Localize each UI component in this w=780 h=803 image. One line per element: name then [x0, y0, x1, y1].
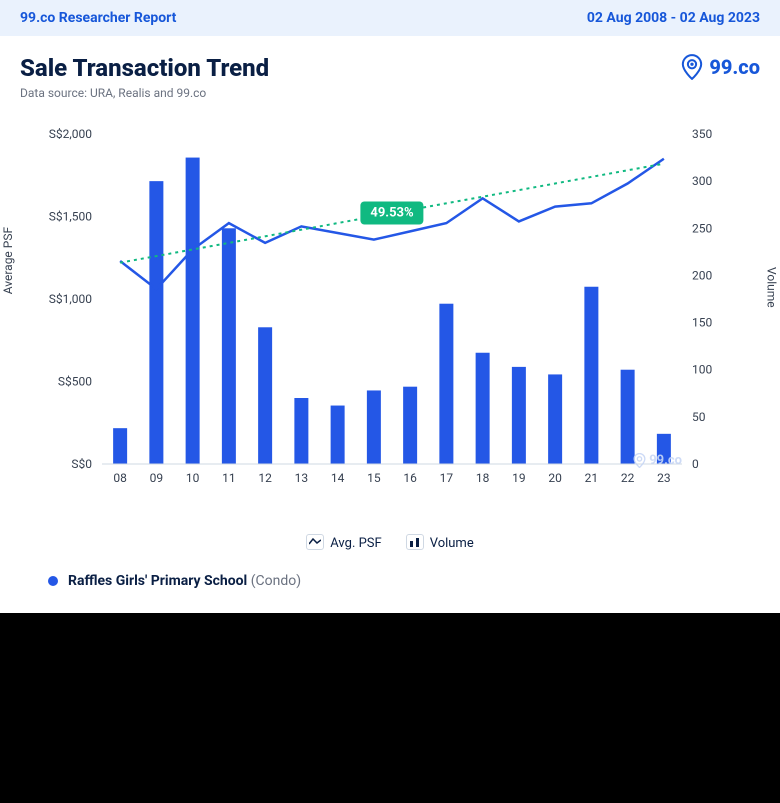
map-pin-icon [681, 54, 703, 80]
chart-watermark: 99.co [633, 453, 682, 468]
svg-text:S$1,000: S$1,000 [49, 292, 92, 306]
svg-text:350: 350 [692, 127, 712, 141]
svg-text:100: 100 [692, 363, 712, 377]
chart-container: Average PSF Volume S$0S$500S$1,000S$1,50… [10, 116, 770, 526]
date-range: 02 Aug 2008 - 02 Aug 2023 [587, 10, 760, 26]
y-axis-left-label: Average PSF [1, 227, 15, 294]
data-source: Data source: URA, Realis and 99.co [20, 86, 269, 100]
series-dot-icon [48, 576, 58, 586]
svg-text:20: 20 [548, 471, 562, 485]
svg-text:300: 300 [692, 174, 712, 188]
page-title: Sale Transaction Trend [20, 54, 269, 82]
svg-text:13: 13 [295, 471, 309, 485]
svg-text:19: 19 [512, 471, 526, 485]
svg-text:17: 17 [440, 471, 454, 485]
svg-text:150: 150 [692, 316, 712, 330]
svg-text:16: 16 [403, 471, 417, 485]
svg-text:15: 15 [367, 471, 381, 485]
svg-text:21: 21 [585, 471, 599, 485]
svg-text:250: 250 [692, 221, 712, 235]
svg-text:22: 22 [621, 471, 635, 485]
svg-text:200: 200 [692, 268, 712, 282]
svg-text:09: 09 [150, 471, 164, 485]
logo-text: 99.co [709, 55, 760, 79]
y-axis-right-label: Volume [765, 267, 779, 308]
report-name: 99.co Researcher Report [20, 10, 176, 26]
svg-text:08: 08 [113, 471, 127, 485]
svg-text:S$500: S$500 [58, 375, 92, 389]
brand-logo: 99.co [681, 54, 760, 80]
chart-legend: Avg. PSF Volume [0, 526, 780, 567]
footer-black-area [0, 613, 780, 803]
legend-volume: Volume [406, 534, 474, 551]
svg-text:50: 50 [692, 410, 706, 424]
map-pin-icon [633, 453, 646, 468]
top-bar: 99.co Researcher Report 02 Aug 2008 - 02… [0, 0, 780, 36]
svg-text:S$2,000: S$2,000 [49, 127, 92, 141]
svg-text:10: 10 [186, 471, 200, 485]
svg-text:S$0: S$0 [71, 457, 92, 471]
svg-text:S$1,500: S$1,500 [49, 210, 92, 224]
svg-text:18: 18 [476, 471, 490, 485]
svg-text:11: 11 [222, 471, 236, 485]
svg-text:0: 0 [692, 457, 699, 471]
svg-text:14: 14 [331, 471, 345, 485]
trend-badge: 49.53% [360, 202, 423, 225]
legend-avg-psf: Avg. PSF [306, 534, 381, 551]
svg-text:23: 23 [657, 471, 671, 485]
series-label: Raffles Girls' Primary School (Condo) [0, 567, 780, 613]
svg-text:12: 12 [258, 471, 272, 485]
